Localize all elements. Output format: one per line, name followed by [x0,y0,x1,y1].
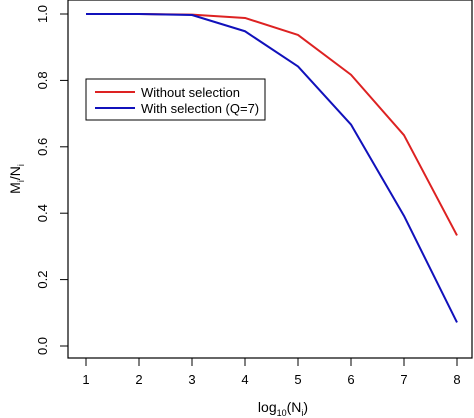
x-tick-label: 5 [294,372,301,387]
y-tick-label: 0.4 [35,204,50,222]
y-tick-label: 0.8 [35,71,50,89]
y-axis-title: Mi/Ni [7,164,26,194]
x-tick-label: 6 [347,372,354,387]
plot-frame [67,0,473,359]
x-tick-label: 3 [188,372,195,387]
x-tick-label: 4 [241,372,248,387]
legend-box [85,78,266,121]
y-tick-label: 1.0 [35,5,50,23]
y-axis: 0.0 0.2 0.4 0.6 0.8 1.0 [35,5,69,355]
x-axis: 1 2 3 4 5 6 7 8 [82,357,461,387]
x-tick-label: 1 [82,372,89,387]
y-tick-label: 0.2 [35,271,50,289]
series-line-with-selection [86,13,458,323]
series-layer [86,13,458,323]
x-axis-title: log10(Ni) [258,399,308,418]
legend: Without selection With selection (Q=7) [85,78,266,121]
x-tick-label: 8 [453,372,460,387]
x-tick-label: 2 [135,372,142,387]
legend-label-with-selection: With selection (Q=7) [141,101,259,116]
y-tick-label: 0.0 [35,337,50,355]
y-tick-label: 0.6 [35,138,50,156]
legend-label-without-selection: Without selection [141,85,240,100]
x-tick-label: 7 [400,372,407,387]
series-line-without-selection [86,13,458,236]
